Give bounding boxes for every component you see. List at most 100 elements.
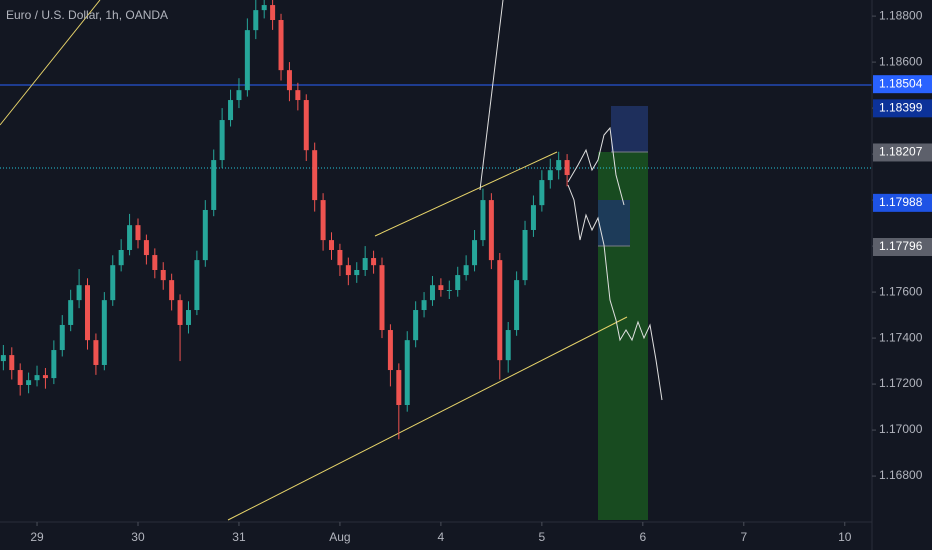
candle-body [185, 310, 191, 325]
trend-line [227, 316, 628, 521]
candle-body [345, 265, 351, 276]
y-tick-label: 1.18800 [879, 8, 923, 22]
candle-body [236, 90, 242, 101]
candle-body [143, 240, 149, 256]
candle-body [202, 209, 208, 261]
candle-body [17, 370, 23, 385]
price-label-bg [873, 99, 932, 118]
price-label-bg [873, 193, 932, 212]
candle-body [169, 280, 175, 301]
candle-body [219, 120, 225, 161]
candle-body [530, 205, 536, 230]
candle-body [152, 255, 158, 271]
candle-body [556, 160, 562, 171]
candle-body [261, 5, 267, 11]
candle-body [59, 324, 65, 351]
candle-body [564, 160, 570, 176]
chart-title: Euro / U.S. Dollar, 1h, OANDA [6, 8, 168, 22]
candle-body [244, 30, 250, 91]
price-label-bg [873, 75, 932, 94]
candle-body [270, 5, 276, 21]
candle-body [9, 355, 15, 371]
candle-body [211, 160, 217, 210]
candle-body [429, 285, 435, 301]
price-label-bg [873, 238, 932, 257]
x-tick-label: 4 [438, 530, 445, 544]
candle-body [488, 200, 494, 261]
candle-body [177, 300, 183, 325]
candle-body [371, 258, 377, 266]
candle-body [320, 200, 326, 241]
x-tick-label: Aug [329, 530, 350, 544]
candle-body [135, 225, 141, 241]
forecast-path [567, 126, 625, 206]
candle-body [329, 240, 335, 250]
forecast-path [567, 184, 663, 401]
y-tick-label: 1.18600 [879, 54, 923, 68]
candle-body [547, 170, 553, 181]
candle-body [101, 300, 107, 365]
x-tick-label: 29 [30, 530, 44, 544]
trend-line [479, 0, 504, 191]
candle-body [127, 225, 133, 250]
candle-body [396, 370, 402, 406]
y-tick-label: 1.17400 [879, 330, 923, 344]
price-label: 1.18207 [879, 145, 923, 159]
candle-body [455, 275, 461, 291]
price-label: 1.18504 [879, 76, 923, 90]
candle-body [0, 355, 6, 362]
candle-body [387, 330, 393, 371]
candle-body [76, 285, 82, 301]
price-label: 1.17988 [879, 195, 923, 209]
candle-body [438, 285, 444, 291]
candle-body [228, 100, 234, 121]
candle-body [522, 229, 528, 281]
x-tick-label: 30 [131, 530, 145, 544]
candle-body [303, 100, 309, 151]
candle-body [413, 310, 419, 341]
candle-body [194, 260, 200, 311]
candle-body [93, 340, 99, 365]
candle-body [463, 265, 469, 276]
candle-body [110, 265, 116, 301]
candle-body [505, 330, 511, 361]
candle-body [295, 90, 301, 101]
candle-body [286, 70, 292, 91]
candle-body [160, 270, 166, 281]
candle-body [42, 375, 48, 379]
candle-body [446, 290, 452, 292]
candle-body [480, 200, 486, 241]
candle-body [472, 240, 478, 266]
candle-body [26, 380, 32, 385]
candle-body [51, 350, 57, 379]
y-tick-label: 1.17600 [879, 284, 923, 298]
risk-zone [611, 106, 648, 152]
drawings [0, 0, 872, 521]
x-tick-label: 7 [740, 530, 747, 544]
candle-body [337, 249, 343, 266]
candle-body [85, 285, 91, 341]
candle-body [379, 265, 385, 331]
risk-zone [598, 200, 630, 246]
x-tick-label: 6 [639, 530, 646, 544]
candle-body [34, 375, 40, 381]
candle-body [68, 300, 74, 325]
y-tick-label: 1.17200 [879, 376, 923, 390]
y-tick-label: 1.16800 [879, 468, 923, 482]
candle-body [312, 150, 318, 201]
candle-body [253, 10, 259, 31]
candle-body [362, 258, 368, 271]
x-tick-label: 10 [838, 530, 852, 544]
candle-body [118, 249, 124, 266]
price-label: 1.18399 [879, 100, 923, 114]
candle-body [514, 280, 520, 331]
candle-body [278, 20, 284, 71]
price-label: 1.17796 [879, 239, 923, 253]
price-label-bg [873, 143, 932, 162]
x-tick-label: 5 [539, 530, 546, 544]
candle-body [354, 270, 360, 276]
candle-body [539, 180, 545, 206]
trend-line [374, 151, 558, 237]
candle-body [497, 260, 503, 361]
